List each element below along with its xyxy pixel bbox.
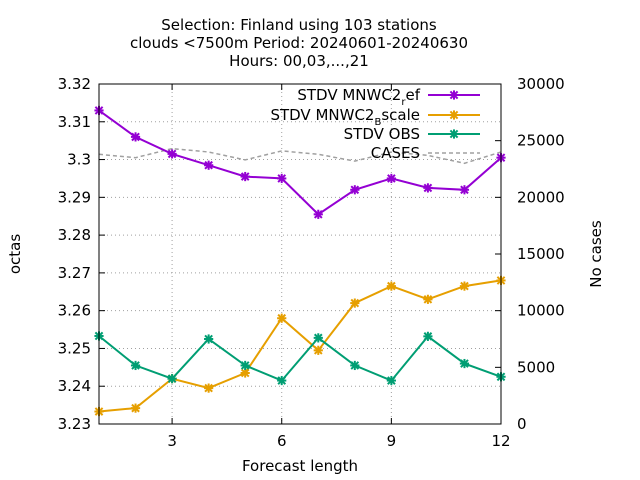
y-tick-label: 3.29 xyxy=(58,188,91,206)
data-point xyxy=(204,383,214,393)
y-axis-label: octas xyxy=(6,234,24,274)
data-point xyxy=(459,358,470,369)
data-point xyxy=(313,333,323,343)
data-point xyxy=(350,185,360,195)
data-point xyxy=(386,375,396,386)
y2-tick-label: 0 xyxy=(517,415,527,433)
y2-tick-label: 5000 xyxy=(517,358,555,376)
legend-entry: STDV MNWC2ref xyxy=(297,86,480,108)
y-tick-label: 3.25 xyxy=(58,339,91,357)
data-point xyxy=(277,375,287,386)
series-line xyxy=(98,109,502,216)
chart-title: Selection: Finland using 103 stations cl… xyxy=(130,16,468,70)
data-point xyxy=(423,294,433,304)
x-tick-label: 3 xyxy=(167,432,177,450)
data-point xyxy=(167,374,177,384)
legend-sample-marker xyxy=(449,110,459,120)
data-point xyxy=(459,281,470,291)
data-point xyxy=(167,149,177,159)
y2-tick-label: 30000 xyxy=(517,75,565,93)
data-point xyxy=(277,173,287,184)
data-point xyxy=(130,403,141,413)
series-line xyxy=(98,335,502,382)
series-3 xyxy=(98,147,502,165)
data-point xyxy=(313,345,323,355)
series-2 xyxy=(94,331,506,386)
legend-sample-marker xyxy=(449,129,459,139)
series-1 xyxy=(94,275,506,417)
legend-label: CASES xyxy=(371,144,420,162)
y-tick-label: 3.26 xyxy=(58,302,91,320)
data-point xyxy=(423,331,433,341)
data-point xyxy=(204,334,214,344)
y2-tick-label: 20000 xyxy=(517,188,565,206)
y-tick-label: 3.28 xyxy=(58,226,91,244)
y-tick-label: 3.23 xyxy=(58,415,91,433)
y2-axis-label: No cases xyxy=(587,220,605,288)
legend-entry: CASES xyxy=(371,144,480,162)
legend-label: STDV OBS xyxy=(344,125,420,143)
data-point xyxy=(130,360,141,371)
data-point xyxy=(350,360,360,371)
y-tick-label: 3.27 xyxy=(58,264,91,282)
legend-entry: STDV MNWC2Bscale xyxy=(270,106,480,128)
y2-tick-label: 10000 xyxy=(517,302,565,320)
title-line-2: clouds <7500m Period: 20240601-20240630 xyxy=(130,34,468,52)
x-tick-label: 6 xyxy=(277,432,287,450)
title-line-1: Selection: Finland using 103 stations xyxy=(161,16,437,34)
legend-label: STDV MNWC2ref xyxy=(297,86,420,108)
x-tick-label: 9 xyxy=(387,432,397,450)
data-point xyxy=(386,281,396,291)
data-point xyxy=(204,160,214,170)
data-point xyxy=(240,171,250,182)
x-tick-label: 12 xyxy=(491,432,510,450)
legend-label: STDV MNWC2Bscale xyxy=(270,106,420,128)
data-point xyxy=(386,173,396,184)
y-tick-label: 3.31 xyxy=(58,113,91,131)
axis-ticks: 3.23 3.24 3.25 3.26 3.27 3.28 3.29 3.3 3.31 3.32 0… xyxy=(58,75,565,450)
series-line xyxy=(98,147,502,165)
data-point xyxy=(240,360,250,371)
data-point xyxy=(313,209,323,219)
series-0 xyxy=(94,105,506,219)
y-tick-label: 3.3 xyxy=(67,151,91,169)
y2-tick-label: 15000 xyxy=(517,245,565,263)
y-tick-label: 3.32 xyxy=(58,75,91,93)
data-point xyxy=(350,298,360,308)
legend-sample-marker xyxy=(449,90,459,100)
data-point xyxy=(130,132,141,142)
series-line xyxy=(98,279,502,413)
y2-tick-label: 25000 xyxy=(517,132,565,150)
title-line-3: Hours: 00,03,...,21 xyxy=(229,52,369,70)
x-axis-label: Forecast length xyxy=(242,457,358,475)
data-point xyxy=(423,183,433,193)
data-point xyxy=(459,185,470,195)
data-point xyxy=(277,313,287,323)
legend-entry: STDV OBS xyxy=(344,125,480,143)
y-tick-label: 3.24 xyxy=(58,377,91,395)
